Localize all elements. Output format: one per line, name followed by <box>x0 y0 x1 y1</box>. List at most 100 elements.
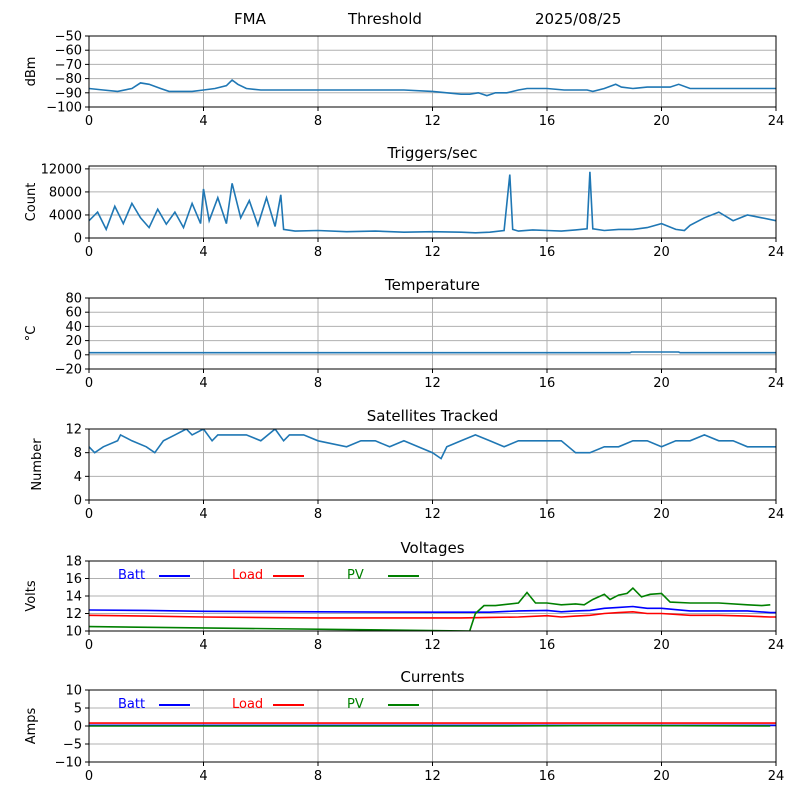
x-tick-label: 20 <box>653 245 670 260</box>
y-tick-label: 12000 <box>41 162 82 177</box>
x-tick-label: 20 <box>653 769 670 784</box>
y-tick-label: −90 <box>55 86 82 101</box>
x-tick-label: 16 <box>539 638 556 653</box>
y-tick-label: 0 <box>74 348 82 363</box>
y-axis-label: dBm <box>24 57 39 87</box>
x-tick-label: 12 <box>424 376 441 391</box>
y-tick-label: −10 <box>55 756 82 771</box>
chart-panel-4: 0 4 8 12 16 20 24 10 12 14 16 18 Voltages Volts Batt Lo… <box>24 539 784 653</box>
y-tick-label: −70 <box>55 58 82 73</box>
x-tick-label: 16 <box>539 114 556 129</box>
x-tick-label: 8 <box>314 507 322 522</box>
y-tick-label: 40 <box>65 320 82 335</box>
x-tick-label: 20 <box>653 638 670 653</box>
x-tick-label: 16 <box>539 507 556 522</box>
y-tick-label: 0 <box>74 232 82 247</box>
y-tick-label: −100 <box>46 101 82 116</box>
x-tick-label: 8 <box>314 769 322 784</box>
x-tick-label: 0 <box>85 507 93 522</box>
date-title: 2025/08/25 <box>535 10 621 28</box>
y-tick-label: 18 <box>65 555 82 570</box>
x-tick-label: 4 <box>199 376 207 391</box>
y-tick-label: 0 <box>74 494 82 509</box>
x-tick-label: 20 <box>653 376 670 391</box>
x-tick-label: 16 <box>539 769 556 784</box>
y-tick-label: 10 <box>65 684 82 699</box>
x-tick-label: 20 <box>653 114 670 129</box>
y-axis-label: Volts <box>24 580 39 612</box>
x-tick-label: 24 <box>768 507 785 522</box>
x-tick-label: 4 <box>199 114 207 129</box>
y-axis-label: Count <box>24 183 39 222</box>
y-tick-label: 16 <box>65 572 82 587</box>
chart-title: Triggers/sec <box>387 144 478 162</box>
chart-title: Satellites Tracked <box>367 407 498 425</box>
x-tick-label: 0 <box>85 245 93 260</box>
x-tick-label: 4 <box>199 769 207 784</box>
x-tick-label: 24 <box>768 769 785 784</box>
chart-panel-5: 0 4 8 12 16 20 24 −10 −5 0 5 10 Currents Amps Batt Load… <box>24 668 784 784</box>
x-tick-label: 24 <box>768 376 785 391</box>
chart-panel-1: 0 4 8 12 16 20 24 0 4000 8000 12000 Triggers/sec Cou… <box>24 144 784 260</box>
x-tick-label: 24 <box>768 114 785 129</box>
y-tick-label: 5 <box>74 702 82 717</box>
x-tick-label: 0 <box>85 376 93 391</box>
y-tick-label: 4 <box>74 470 82 485</box>
x-tick-label: 4 <box>199 507 207 522</box>
x-tick-label: 24 <box>768 638 785 653</box>
legend-label-batt: Batt <box>118 568 145 583</box>
legend-label-pv: PV <box>347 568 364 583</box>
legend-label-pv: PV <box>347 697 364 712</box>
y-tick-label: 8 <box>74 446 82 461</box>
y-tick-label: −80 <box>55 72 82 87</box>
chart-title: Currents <box>400 668 464 686</box>
y-tick-label: 8000 <box>49 185 82 200</box>
x-tick-label: 4 <box>199 638 207 653</box>
x-tick-label: 12 <box>424 114 441 129</box>
y-tick-label: 4000 <box>49 208 82 223</box>
x-tick-label: 8 <box>314 376 322 391</box>
chart-title: Temperature <box>384 276 480 294</box>
x-tick-label: 0 <box>85 769 93 784</box>
y-tick-label: 14 <box>65 590 82 605</box>
x-tick-label: 16 <box>539 245 556 260</box>
y-tick-label: 20 <box>65 334 82 349</box>
legend-label-batt: Batt <box>118 697 145 712</box>
x-tick-label: 20 <box>653 507 670 522</box>
x-tick-label: 0 <box>85 638 93 653</box>
x-tick-label: 12 <box>424 507 441 522</box>
x-tick-label: 16 <box>539 376 556 391</box>
y-tick-label: 10 <box>65 625 82 640</box>
y-tick-label: 12 <box>65 423 82 438</box>
y-tick-label: −50 <box>55 30 82 45</box>
y-tick-label: 80 <box>65 292 82 307</box>
y-tick-label: 60 <box>65 306 82 321</box>
legend-label-load: Load <box>232 697 263 712</box>
x-tick-label: 12 <box>424 769 441 784</box>
y-axis-label: °C <box>24 326 39 342</box>
y-tick-label: −20 <box>55 363 82 378</box>
mode-title: Threshold <box>348 10 422 28</box>
station-title: FMA <box>234 10 266 28</box>
y-axis-label: Number <box>30 438 45 491</box>
x-tick-label: 4 <box>199 245 207 260</box>
x-tick-label: 8 <box>314 114 322 129</box>
x-tick-label: 8 <box>314 245 322 260</box>
y-tick-label: −60 <box>55 44 82 59</box>
x-tick-label: 24 <box>768 245 785 260</box>
y-axis-label: Amps <box>24 707 39 744</box>
legend-label-load: Load <box>232 568 263 583</box>
y-tick-label: 12 <box>65 607 82 622</box>
chart-panel-3: 0 4 8 12 16 20 24 0 4 8 12 Satellites Tracked Number <box>30 407 784 522</box>
y-tick-label: 0 <box>74 720 82 735</box>
x-tick-label: 8 <box>314 638 322 653</box>
series-line-0 <box>89 352 776 353</box>
chart-title: Voltages <box>400 539 464 557</box>
y-tick-label: −5 <box>63 738 82 753</box>
x-tick-label: 12 <box>424 638 441 653</box>
x-tick-label: 12 <box>424 245 441 260</box>
